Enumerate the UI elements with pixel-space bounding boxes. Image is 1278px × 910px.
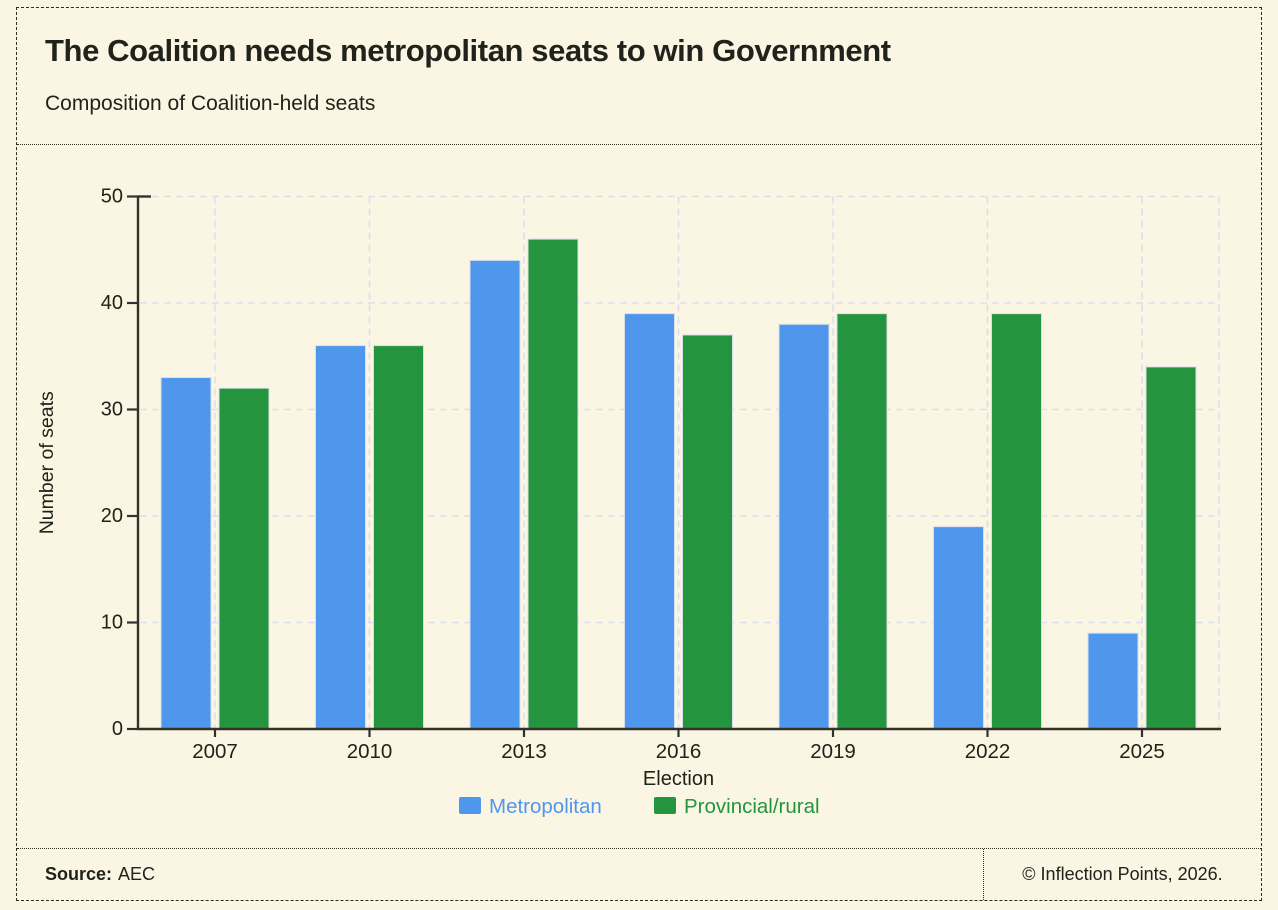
y-tick-label-50: 50 — [101, 186, 123, 208]
y-axis-label: Number of seats — [36, 391, 58, 534]
copyright-text: © Inflection Points, 2026. — [1022, 864, 1223, 884]
bar-metropolitan-2025 — [1087, 632, 1139, 730]
x-tick-label-2010: 2010 — [347, 740, 393, 763]
bar-metropolitan-2010 — [315, 345, 366, 730]
bar-metropolitan-2022 — [933, 526, 984, 730]
y-tick-label-0: 0 — [112, 718, 123, 740]
bar-metropolitan-2007 — [160, 377, 212, 730]
legend-swatch-metropolitan — [459, 797, 481, 814]
legend-swatch-provincial-rural — [654, 797, 676, 814]
y-tick-label-20: 20 — [101, 505, 123, 527]
x-tick-label-2022: 2022 — [965, 740, 1011, 763]
chart-header: The Coalition needs metropolitan seats t… — [17, 8, 1261, 145]
x-axis-label: Election — [643, 768, 714, 790]
bar-provincial-rural-2025 — [1145, 366, 1197, 730]
x-tick-label-2025: 2025 — [1119, 740, 1165, 763]
x-tick-label-2013: 2013 — [501, 740, 547, 763]
legend-label-metropolitan: Metropolitan — [489, 795, 602, 818]
x-tick-label-2016: 2016 — [656, 740, 702, 763]
source-note: Source: AEC — [17, 849, 983, 900]
bar-provincial-rural-2022 — [991, 313, 1042, 730]
bar-metropolitan-2016 — [624, 313, 675, 730]
figure-footer: Source: AEC © Inflection Points, 2026. — [17, 848, 1261, 900]
chart-subtitle: Composition of Coalition-held seats — [45, 91, 376, 115]
source-label: Source: — [45, 864, 113, 884]
x-tick-label-2019: 2019 — [810, 740, 856, 763]
chart-title: The Coalition needs metropolitan seats t… — [45, 33, 891, 68]
y-tick-label-30: 30 — [101, 399, 123, 421]
bar-provincial-rural-2019 — [836, 313, 888, 730]
y-tick-label-40: 40 — [101, 292, 123, 314]
bar-provincial-rural-2010 — [373, 345, 424, 730]
bar-provincial-rural-2016 — [682, 334, 733, 730]
bar-provincial-rural-2007 — [218, 387, 270, 730]
y-tick-label-10: 10 — [101, 612, 123, 634]
legend-label-provincial-rural: Provincial/rural — [684, 795, 820, 818]
copyright-note: © Inflection Points, 2026. — [983, 849, 1261, 900]
source-value: AEC — [118, 864, 156, 884]
x-tick-label-2007: 2007 — [192, 740, 238, 763]
bar-metropolitan-2019 — [778, 323, 830, 730]
bar-provincial-rural-2013 — [527, 238, 579, 730]
chart-region: 0 10 20 30 40 50 2007 2010 2013 2016 2019 2022 2025 E… — [17, 145, 1261, 848]
bar-chart: 0 10 20 30 40 50 2007 2010 2013 2016 2019 2022 2025 E… — [36, 186, 1221, 818]
figure-frame: The Coalition needs metropolitan seats t… — [16, 7, 1262, 901]
bar-metropolitan-2013 — [469, 259, 521, 730]
